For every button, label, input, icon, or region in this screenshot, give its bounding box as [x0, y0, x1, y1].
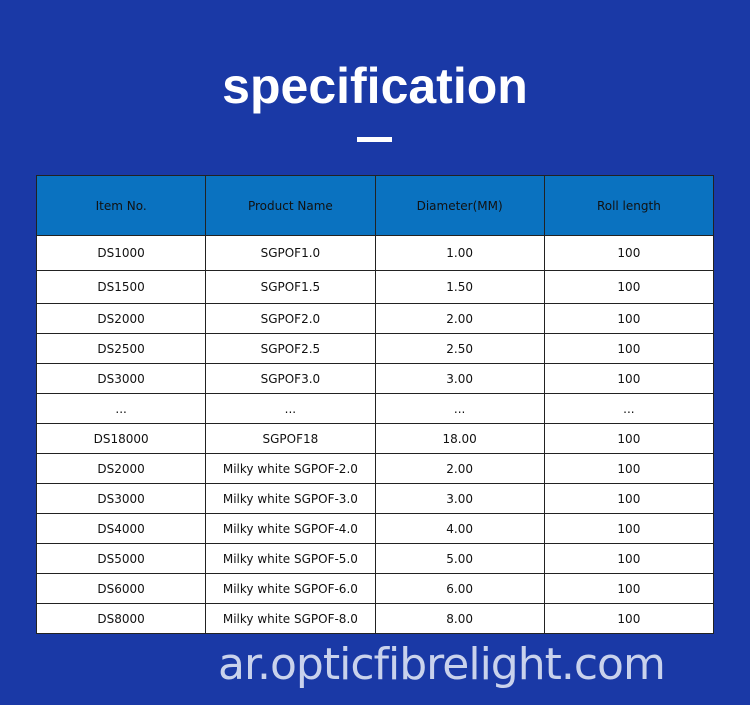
table-cell: 100 [543, 235, 715, 271]
table-cell: Milky white SGPOF-6.0 [205, 573, 376, 604]
table-cell: 100 [543, 270, 715, 304]
table-cell: 100 [543, 573, 715, 604]
table-cell: SGPOF2.0 [205, 303, 376, 334]
table-row: DS3000 Milky white SGPOF-3.0 3.00 100 [35, 483, 715, 514]
table-row: DS8000 Milky white SGPOF-8.0 8.00 100 [35, 603, 715, 634]
table-row: DS2000 Milky white SGPOF-2.0 2.00 100 [35, 453, 715, 484]
table-cell: 18.00 [374, 423, 545, 454]
table-cell: ... [35, 393, 207, 424]
table-cell: 5.00 [374, 543, 545, 574]
table-cell: 3.00 [374, 483, 545, 514]
table-cell: ... [543, 393, 715, 424]
spec-table: Item No. Product Name Diameter(MM) Roll … [35, 175, 715, 634]
table-cell: Milky white SGPOF-8.0 [205, 603, 376, 634]
table-cell: 100 [543, 453, 715, 484]
table-cell: Milky white SGPOF-4.0 [205, 513, 376, 544]
table-cell: DS1000 [35, 235, 207, 271]
table-cell: 100 [543, 543, 715, 574]
table-cell: SGPOF3.0 [205, 363, 376, 394]
table-row: DS1000 SGPOF1.0 1.00 100 [35, 235, 715, 271]
table-cell: ... [205, 393, 376, 424]
table-cell: 4.00 [374, 513, 545, 544]
table-cell: 2.00 [374, 453, 545, 484]
table-row: DS4000 Milky white SGPOF-4.0 4.00 100 [35, 513, 715, 544]
table-cell: DS1500 [35, 270, 207, 304]
table-cell: 2.00 [374, 303, 545, 334]
table-cell: DS3000 [35, 483, 207, 514]
table-row: ............ [35, 393, 715, 424]
table-row: DS3000 SGPOF3.0 3.00 100 [35, 363, 715, 394]
table-cell: 100 [543, 603, 715, 634]
title-underline [357, 137, 392, 142]
table-cell: 1.50 [374, 270, 545, 304]
table-cell: 100 [543, 333, 715, 364]
table-cell: SGPOF2.5 [205, 333, 376, 364]
table-cell: DS6000 [35, 573, 207, 604]
table-row: DS2000 SGPOF2.0 2.00 100 [35, 303, 715, 334]
table-cell: Milky white SGPOF-3.0 [205, 483, 376, 514]
header-cell: Item No. [35, 175, 207, 236]
table-cell: 100 [543, 483, 715, 514]
table-cell: 100 [543, 303, 715, 334]
table-cell: 100 [543, 423, 715, 454]
table-cell: DS5000 [35, 543, 207, 574]
table-cell: DS2000 [35, 303, 207, 334]
table-cell: DS8000 [35, 603, 207, 634]
table-cell: SGPOF18 [205, 423, 376, 454]
table-cell: DS3000 [35, 363, 207, 394]
table-row: DS2500 SGPOF2.5 2.50 100 [35, 333, 715, 364]
header-cell: Product Name [205, 175, 376, 236]
header-cell: Diameter(MM) [374, 175, 545, 236]
table-cell: 8.00 [374, 603, 545, 634]
table-row: DS5000 Milky white SGPOF-5.0 5.00 100 [35, 543, 715, 574]
table-cell: Milky white SGPOF-5.0 [205, 543, 376, 574]
header-cell: Roll length [543, 175, 715, 236]
table-cell: DS18000 [35, 423, 207, 454]
table-cell: DS4000 [35, 513, 207, 544]
table-cell: SGPOF1.5 [205, 270, 376, 304]
page-title: specification [222, 58, 528, 114]
table-cell: ... [374, 393, 545, 424]
table-row: DS1500 SGPOF1.5 1.50 100 [35, 270, 715, 304]
table-cell: 1.00 [374, 235, 545, 271]
table-cell: SGPOF1.0 [205, 235, 376, 271]
table-cell: Milky white SGPOF-2.0 [205, 453, 376, 484]
table-cell: 3.00 [374, 363, 545, 394]
table-row: DS18000 SGPOF18 18.00 100 [35, 423, 715, 454]
table-cell: 6.00 [374, 573, 545, 604]
table-cell: 100 [543, 363, 715, 394]
table-header-row: Item No. Product Name Diameter(MM) Roll … [35, 175, 715, 236]
table-cell: 100 [543, 513, 715, 544]
watermark: ar.opticfibrelight.com [218, 639, 666, 690]
table-cell: DS2000 [35, 453, 207, 484]
table-cell: DS2500 [35, 333, 207, 364]
table-row: DS6000 Milky white SGPOF-6.0 6.00 100 [35, 573, 715, 604]
table-cell: 2.50 [374, 333, 545, 364]
